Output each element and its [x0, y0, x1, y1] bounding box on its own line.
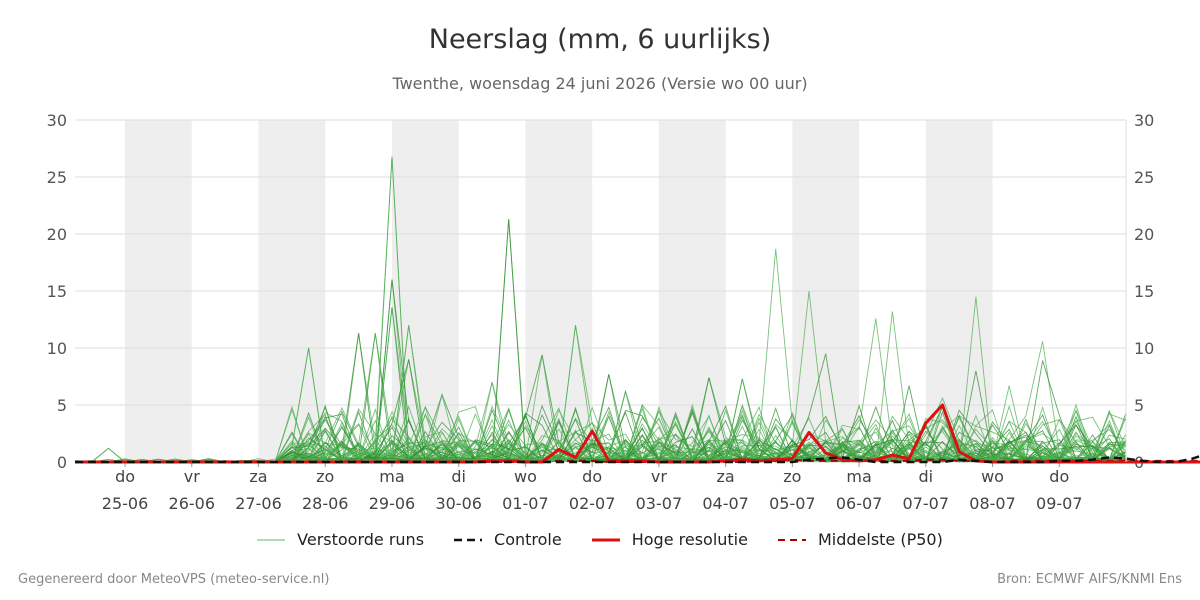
- x-tick-day: vr: [184, 467, 200, 486]
- x-tick-date: 07-07: [903, 494, 950, 513]
- x-tick-day: di: [451, 467, 466, 486]
- x-tick-date: 27-06: [235, 494, 282, 513]
- chart-subtitle: Twenthe, woensdag 24 juni 2026 (Versie w…: [392, 74, 808, 93]
- legend-line-ensemble: [257, 539, 286, 540]
- chart-legend: Verstoorde runs Controle Hoge resolutie …: [0, 530, 1200, 549]
- x-tick-date: 05-07: [769, 494, 816, 513]
- y-tick-label-right: 30: [1134, 111, 1154, 130]
- x-tick-date: 09-07: [1036, 494, 1083, 513]
- y-tick-label-left: 0: [57, 453, 67, 472]
- legend-item-hires: Hoge resolutie: [591, 530, 748, 549]
- x-tick-date: 02-07: [569, 494, 616, 513]
- y-tick-label-left: 30: [47, 111, 67, 130]
- x-tick-day: do: [1049, 467, 1069, 486]
- series-line-controle: [75, 454, 1200, 464]
- x-tick-day: di: [919, 467, 934, 486]
- footer-generator: Gegenereerd door MeteoVPS (meteo-service…: [18, 572, 330, 587]
- legend-label-control: Controle: [494, 530, 562, 549]
- x-tick-day: wo: [514, 467, 537, 486]
- legend-line-control: [454, 538, 483, 541]
- x-tick-date: 04-07: [702, 494, 749, 513]
- legend-line-median: [777, 538, 806, 541]
- legend-label-hires: Hoge resolutie: [631, 530, 748, 549]
- y-tick-label-left: 25: [47, 168, 67, 187]
- x-tick-day: do: [115, 467, 135, 486]
- x-tick-date: 29-06: [369, 494, 416, 513]
- x-tick-day: vr: [651, 467, 667, 486]
- x-tick-date: 28-06: [302, 494, 349, 513]
- y-tick-label-right: 5: [1134, 396, 1144, 415]
- x-tick-day: zo: [316, 467, 334, 486]
- x-tick-day: za: [249, 467, 267, 486]
- legend-line-hires: [591, 538, 620, 541]
- chart-title: Neerslag (mm, 6 uurlijks): [428, 24, 772, 55]
- x-tick-day: ma: [846, 467, 871, 486]
- y-tick-label-left: 15: [47, 282, 67, 301]
- y-tick-label-right: 25: [1134, 168, 1154, 187]
- legend-item-ensemble: Verstoorde runs: [257, 530, 424, 549]
- footer-source: Bron: ECMWF AIFS/KNMI Ens: [997, 572, 1182, 587]
- y-tick-label-right: 10: [1134, 339, 1154, 358]
- y-tick-label-left: 20: [47, 225, 67, 244]
- y-tick-label-left: 10: [47, 339, 67, 358]
- y-tick-label-left: 5: [57, 396, 67, 415]
- x-tick-date: 26-06: [169, 494, 216, 513]
- y-tick-label-right: 15: [1134, 282, 1154, 301]
- x-tick-day: za: [717, 467, 735, 486]
- legend-label-ensemble: Verstoorde runs: [297, 530, 425, 549]
- x-tick-date: 03-07: [636, 494, 683, 513]
- x-tick-date: 08-07: [969, 494, 1016, 513]
- legend-item-median: Middelste (P50): [777, 530, 943, 549]
- y-tick-label-right: 20: [1134, 225, 1154, 244]
- legend-item-control: Controle: [454, 530, 562, 549]
- x-tick-date: 06-07: [836, 494, 883, 513]
- x-tick-day: wo: [981, 467, 1004, 486]
- x-tick-date: 30-06: [435, 494, 482, 513]
- x-tick-day: ma: [379, 467, 404, 486]
- legend-label-median: Middelste (P50): [817, 530, 943, 549]
- x-tick-day: zo: [783, 467, 801, 486]
- x-tick-date: 01-07: [502, 494, 549, 513]
- x-tick-date: 25-06: [102, 494, 149, 513]
- x-tick-day: do: [582, 467, 602, 486]
